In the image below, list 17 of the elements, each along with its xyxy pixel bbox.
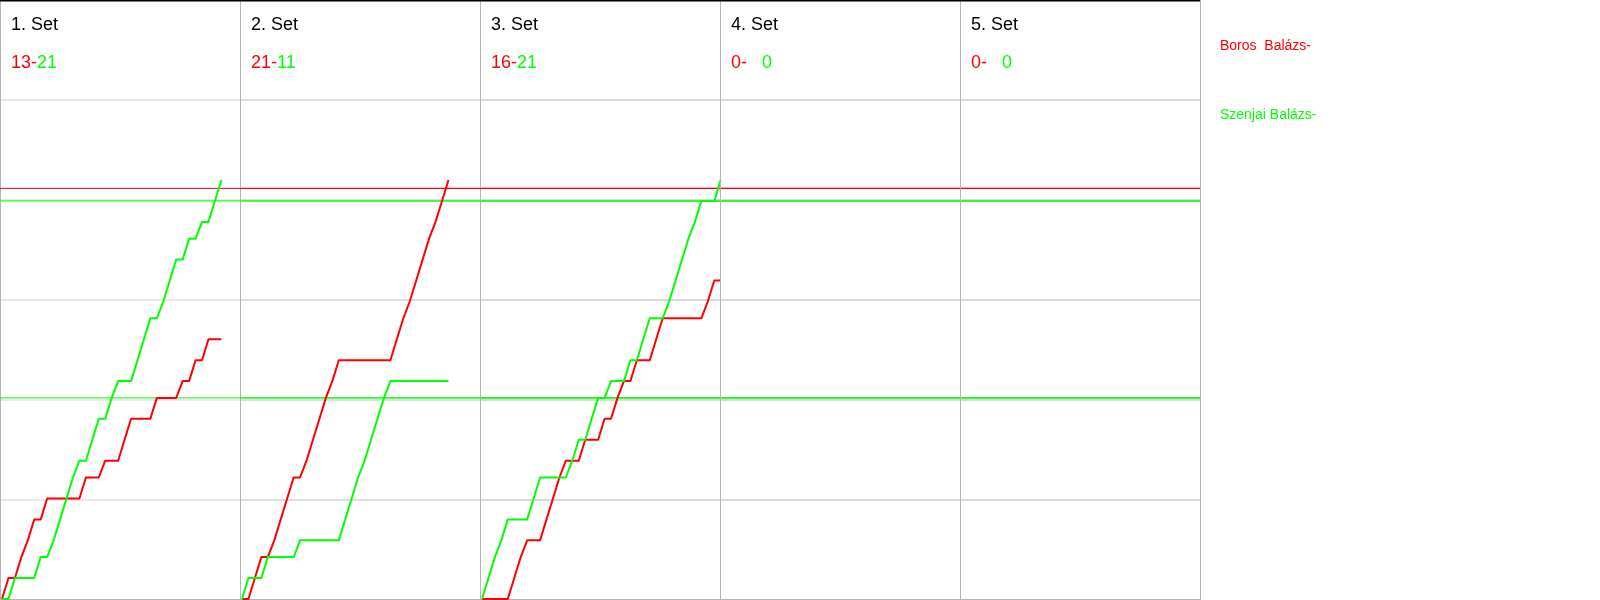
text: 16- <box>491 52 518 72</box>
chart-title: 1. Set <box>11 14 59 34</box>
chart-title: 2. Set <box>251 14 299 34</box>
text: 4. Set <box>731 14 779 34</box>
chart-title: 3. Set <box>491 14 539 34</box>
text: 5. Set <box>971 14 1019 34</box>
text: 0- <box>971 52 1003 72</box>
text: 0- <box>731 52 763 72</box>
text: 21- <box>251 52 278 72</box>
text: 13- <box>11 52 38 72</box>
legend-label: Boros Balázs- <box>1220 37 1312 53</box>
text: 21 <box>37 52 58 72</box>
text: 0 <box>1002 52 1013 72</box>
legend-label: Szenjai Balázs- <box>1220 106 1317 122</box>
text: 0 <box>762 52 773 72</box>
text: 11 <box>277 52 296 72</box>
text: 21 <box>517 52 538 72</box>
